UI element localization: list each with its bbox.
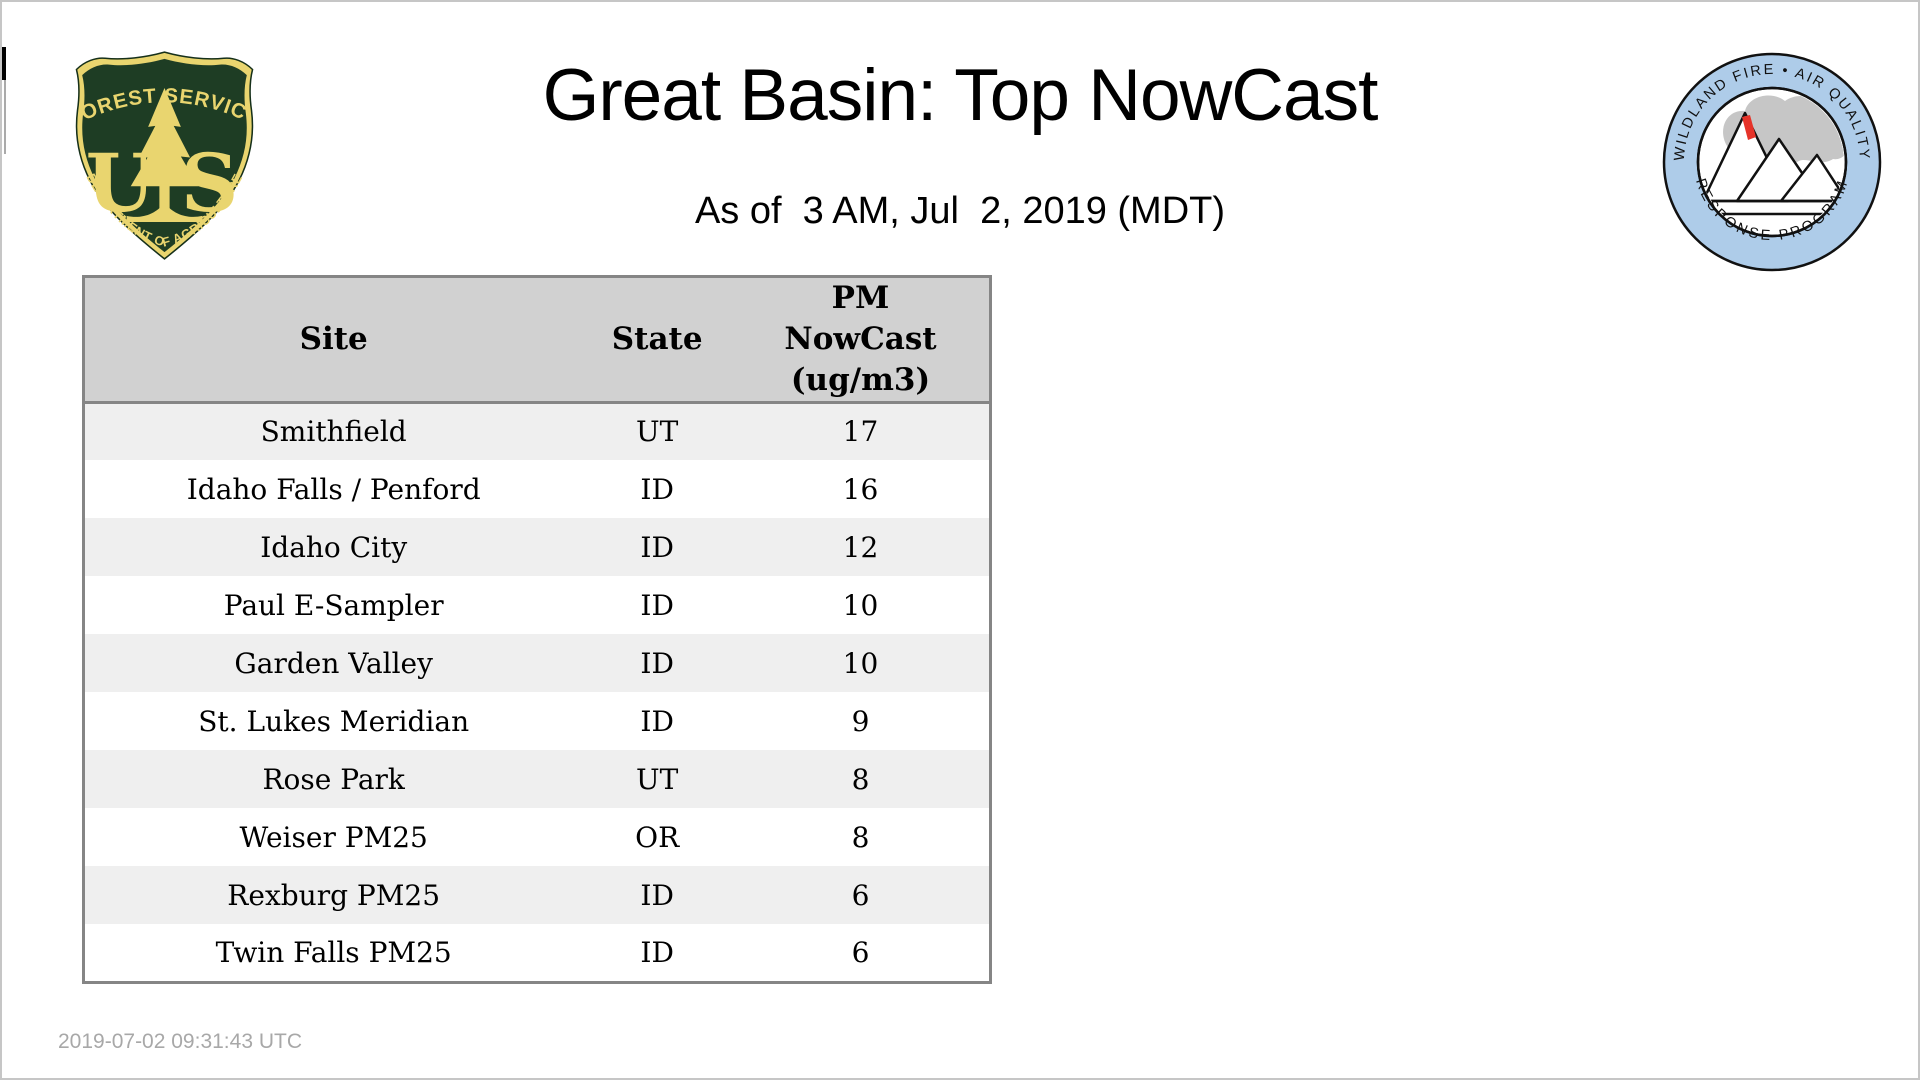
site-cell: Smithfield (260, 415, 407, 449)
state-cell: OR (635, 820, 680, 854)
value-cell: 10 (842, 646, 879, 680)
state-cell: ID (640, 935, 674, 969)
table-row: St. Lukes Meridian ID 9 (83, 692, 991, 751)
state-cell: ID (640, 704, 674, 738)
value-cell: 12 (842, 530, 879, 564)
site-cell: Idaho Falls / Penford (186, 472, 481, 506)
table-row: Rexburg PM25 ID 6 (83, 866, 991, 925)
table-body: Smithfield UT 17 Idaho Falls / Penford I… (83, 402, 991, 983)
nowcast-table: Site State PM NowCast (ug/m3) Smithfield… (82, 275, 992, 984)
table-row: Smithfield UT 17 (83, 402, 991, 461)
state-cell: ID (640, 530, 674, 564)
value-cell: 8 (851, 762, 870, 796)
page-subtitle: As of 3 AM, Jul 2, 2019 (MDT) (694, 190, 1226, 232)
value-cell: 6 (851, 935, 870, 969)
site-cell: Rose Park (262, 762, 405, 796)
table-header: Site State PM NowCast (ug/m3) (83, 276, 991, 404)
table-row: Paul E-Sampler ID 10 (83, 576, 991, 635)
value-cell: 6 (851, 878, 870, 912)
table-row: Idaho City ID 12 (83, 518, 991, 577)
site-cell: Twin Falls PM25 (215, 935, 452, 969)
state-cell: UT (636, 415, 679, 449)
state-cell: ID (640, 878, 674, 912)
table-row: Twin Falls PM25 ID 6 (83, 924, 991, 983)
table-row: Weiser PM25 OR 8 (83, 808, 991, 867)
value-cell: 17 (842, 415, 879, 449)
site-cell: St. Lukes Meridian (198, 704, 470, 738)
table-row: Garden Valley ID 10 (83, 634, 991, 693)
screenshot-edge-line (4, 80, 6, 154)
footer-timestamp: 2019-07-02 09:31:43 UTC (58, 1030, 302, 1053)
table-row: Idaho Falls / Penford ID 16 (83, 460, 991, 519)
pine-tree-icon (126, 87, 203, 223)
screenshot-edge-artifact (2, 47, 6, 80)
site-cell: Garden Valley (234, 646, 433, 680)
forest-service-logo: FOREST SERVICE DEPARTMENT OF AGRICULTURE… (62, 47, 254, 260)
page-title: Great Basin: Top NowCast (542, 55, 1379, 136)
value-cell: 10 (842, 588, 879, 622)
state-cell: ID (640, 588, 674, 622)
value-cell: 8 (851, 820, 870, 854)
site-cell: Weiser PM25 (239, 820, 428, 854)
state-cell: UT (636, 762, 679, 796)
flame-icon (1742, 115, 1756, 140)
value-cell: 16 (842, 472, 879, 506)
table-row: Rose Park UT 8 (83, 750, 991, 809)
state-cell: ID (640, 646, 674, 680)
site-cell: Idaho City (260, 530, 408, 564)
value-cell: 9 (851, 704, 870, 738)
wfaqrp-logo: WILDLAND FIRE • AIR QUALITY RESPONSE PRO… (1662, 52, 1882, 272)
site-cell: Paul E-Sampler (223, 588, 444, 622)
column-header-pm-nowcast: PM NowCast (ug/m3) (732, 276, 991, 404)
ground-lines (1701, 199, 1843, 216)
column-header-site: Site (83, 276, 583, 404)
state-cell: ID (640, 472, 674, 506)
column-header-state: State (582, 276, 732, 404)
site-cell: Rexburg PM25 (227, 878, 441, 912)
